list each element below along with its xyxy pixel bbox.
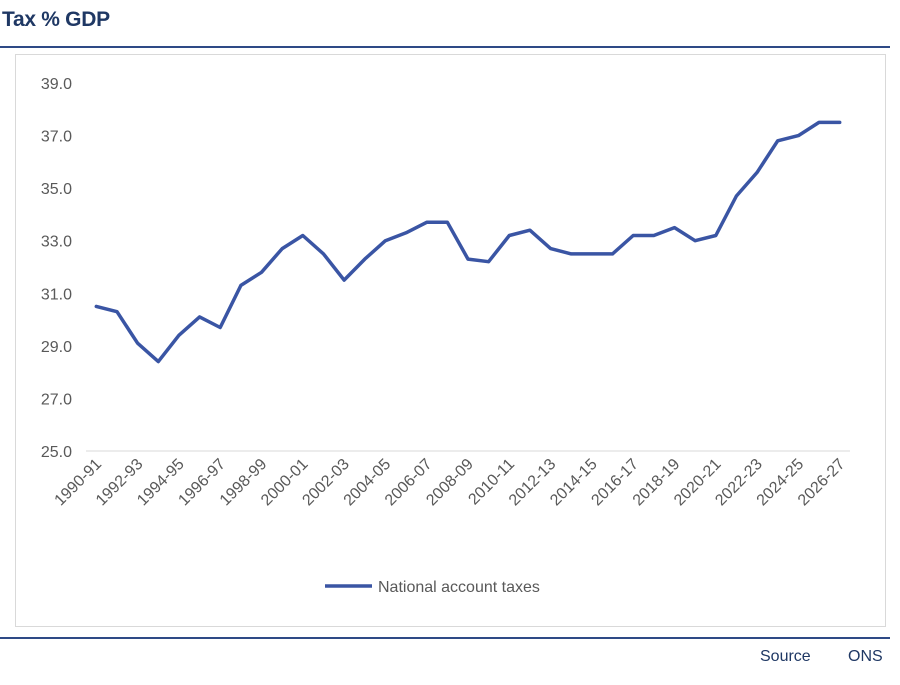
y-tick-label: 39.0 [41, 76, 72, 93]
y-tick-label: 31.0 [41, 286, 72, 303]
y-tick-label: 27.0 [41, 391, 72, 408]
y-tick-label: 37.0 [41, 129, 72, 146]
chart-title: Tax % GDP [2, 8, 110, 31]
chart-frame [15, 54, 886, 627]
bottom-divider [0, 637, 890, 639]
top-divider [0, 46, 890, 48]
y-axis-ticks: 25.0 27.0 29.0 31.0 33.0 35.0 37.0 39.0 [41, 76, 72, 461]
y-tick-label: 35.0 [41, 181, 72, 198]
y-tick-label: 29.0 [41, 339, 72, 356]
series-line-national-account-taxes [94, 120, 842, 364]
source-value: ONS [848, 648, 883, 665]
y-tick-label: 33.0 [41, 234, 72, 251]
source-label: Source [760, 648, 811, 665]
y-tick-label: 25.0 [41, 444, 72, 461]
legend-label: National account taxes [378, 579, 540, 596]
x-axis-ticks: 1990-911992-931994-951996-971998-992000-… [52, 456, 849, 510]
